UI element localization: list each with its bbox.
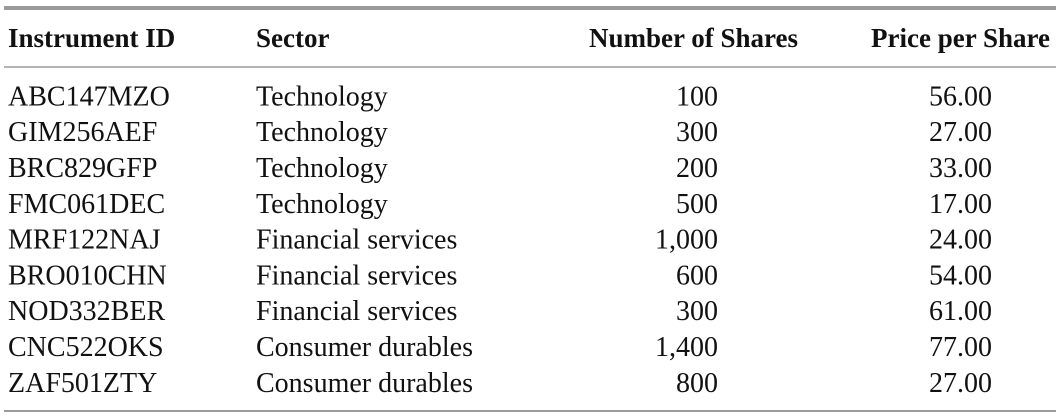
table-cell: NOD332BER <box>8 296 165 327</box>
table-cell: 56.00 <box>929 81 992 112</box>
table-cell: 54.00 <box>929 260 992 291</box>
table-cell: GIM256AEF <box>8 117 157 148</box>
column-header: Instrument ID <box>8 23 175 53</box>
table-cell: BRO010CHN <box>8 260 167 291</box>
table-cell: 800 <box>676 368 718 399</box>
table-cell: Technology <box>256 153 388 184</box>
table-cell: ABC147MZO <box>8 81 170 112</box>
table-cell: Financial services <box>256 296 457 327</box>
table-cell: 61.00 <box>929 296 992 327</box>
table-cell: 1,000 <box>655 225 718 256</box>
table-cell: BRC829GFP <box>8 153 157 184</box>
table-cell: CNC522OKS <box>8 332 164 363</box>
table-cell: 77.00 <box>929 332 992 363</box>
table-cell: 17.00 <box>929 189 992 220</box>
table-cell: Technology <box>256 117 388 148</box>
table-cell: 1,400 <box>655 332 718 363</box>
table-cell: Technology <box>256 81 388 112</box>
table-cell: Consumer durables <box>256 368 473 399</box>
table-cell: 600 <box>676 260 718 291</box>
table-cell: Financial services <box>256 225 457 256</box>
table-cell: Financial services <box>256 260 457 291</box>
table-cell: 27.00 <box>929 117 992 148</box>
column-header: Sector <box>256 23 329 53</box>
table-cell: 300 <box>676 296 718 327</box>
column-header: Price per Share <box>871 23 1050 53</box>
table-cell: 300 <box>676 117 718 148</box>
table-cell: ZAF501ZTY <box>8 368 157 399</box>
table-cell: 200 <box>676 153 718 184</box>
table-cell: FMC061DEC <box>8 189 165 220</box>
table-cell: Technology <box>256 189 388 220</box>
table-cell: 100 <box>676 81 718 112</box>
table-cell: 33.00 <box>929 153 992 184</box>
table-cell: MRF122NAJ <box>8 225 161 256</box>
column-header: Number of Shares <box>589 23 798 53</box>
table-cell: 27.00 <box>929 368 992 399</box>
table-cell: Consumer durables <box>256 332 473 363</box>
table-cell: 24.00 <box>929 225 992 256</box>
table-cell: 500 <box>676 189 718 220</box>
